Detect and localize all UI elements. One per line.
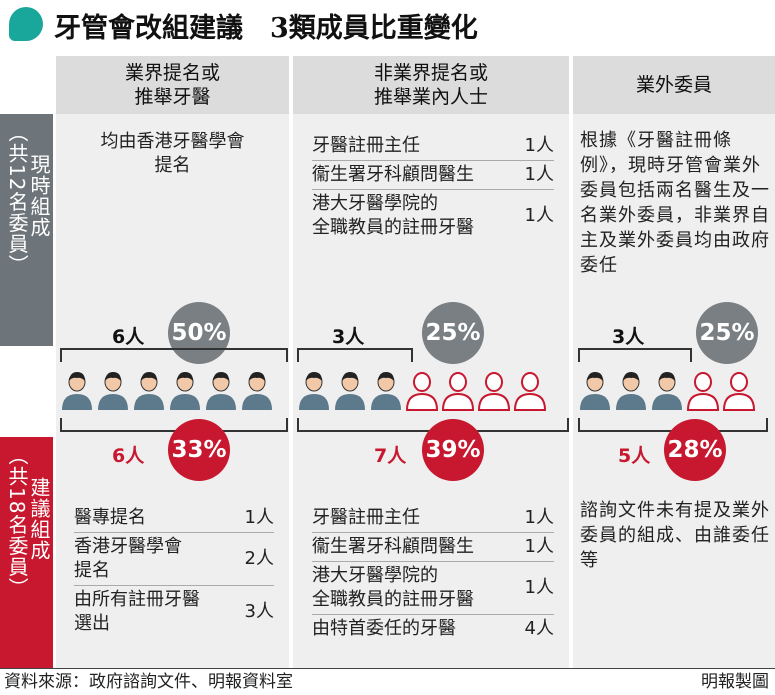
side-label-proposed-count: （共18名委員）: [5, 445, 29, 599]
role-name: 衞生署牙科顧問醫生: [312, 536, 474, 557]
role-row: 香港牙醫學會 提名 2人: [74, 533, 274, 586]
role-count: 1人: [524, 135, 554, 156]
current-nonindustry-roles: 牙醫註冊主任 1人 衞生署牙科顧問醫生 1人 港大牙醫學院的 全職教員的註冊牙醫…: [312, 132, 554, 242]
proposed-count-lay: 5人: [618, 445, 651, 467]
side-label-proposed: 建議組成 （共18名委員）: [0, 437, 53, 668]
person-outline-icon: [513, 372, 547, 411]
current-industry-text: 均由香港牙醫學會 提名: [100, 131, 245, 176]
role-row: 港大牙醫學院的 全職教員的註冊牙醫 1人: [312, 562, 554, 615]
role-row: 牙醫註冊主任 1人: [312, 132, 554, 161]
role-row: 衞生署牙科顧問醫生 1人: [312, 161, 554, 190]
page-title: 牙管會改組建議 3類成員比重變化: [54, 13, 478, 44]
role-name: 由所有註冊牙醫 選出: [74, 589, 200, 634]
role-count: 1人: [524, 205, 554, 226]
person-icon: [371, 372, 401, 410]
role-name: 醫專提名: [74, 507, 146, 528]
role-count: 4人: [524, 618, 554, 639]
proposed-lay-text: 諮詢文件未有提及業外委員的組成、由誰委任等: [580, 500, 770, 571]
role-count: 1人: [244, 507, 274, 528]
current-count-lay: 3人: [612, 326, 645, 348]
proposed-industry-roles: 醫專提名 1人 香港牙醫學會 提名 2人 由所有註冊牙醫 選出 3人: [74, 504, 274, 638]
person-icon: [62, 372, 92, 410]
role-row: 由所有註冊牙醫 選出 3人: [74, 586, 274, 638]
person-icon: [616, 372, 646, 410]
role-count: 1人: [524, 536, 554, 557]
source-note: 資料來源：政府諮詢文件、明報資料室: [4, 672, 293, 692]
person-icon: [335, 372, 365, 410]
role-name: 牙醫註冊主任: [312, 135, 420, 156]
person-icon: [299, 372, 329, 410]
proposed-nonindustry-roles: 牙醫註冊主任 1人 衞生署牙科顧問醫生 1人 港大牙醫學院的 全職教員的註冊牙醫…: [312, 504, 554, 643]
side-label-current-title: 現時組成: [27, 154, 51, 238]
current-count-industry: 6人: [112, 326, 145, 348]
person-icon: [652, 372, 682, 410]
person-icon: [98, 372, 128, 410]
current-percent-nonindustry: 25%: [422, 302, 484, 364]
role-row: 由特首委任的牙醫 4人: [312, 615, 554, 643]
person-icon: [206, 372, 236, 410]
people-row: [56, 370, 775, 416]
column-header-nonindustry: 非業界提名或 推舉業內人士: [293, 56, 569, 114]
speech-bubble-icon: [9, 7, 43, 41]
person-outline-icon: [477, 372, 511, 411]
person-icon: [134, 372, 164, 410]
title-bar: [0, 0, 775, 52]
role-row: 牙醫註冊主任 1人: [312, 504, 554, 533]
column-header-industry: 業界提名或 推舉牙醫: [56, 56, 289, 114]
credit-note: 明報製圖: [701, 672, 769, 692]
proposed-count-industry: 6人: [112, 445, 145, 467]
side-label-proposed-title: 建議組成: [27, 477, 51, 561]
bracket-current-industry: [60, 348, 288, 362]
role-row: 醫專提名 1人: [74, 504, 274, 533]
role-name: 香港牙醫學會 提名: [74, 536, 182, 581]
role-count: 2人: [244, 548, 274, 569]
person-icon: [580, 372, 610, 410]
column-header-lay: 業外委員: [573, 56, 775, 114]
role-name: 港大牙醫學院的 全職教員的註冊牙醫: [312, 193, 474, 238]
proposed-percent-lay: 28%: [664, 419, 726, 481]
role-name: 由特首委任的牙醫: [312, 618, 456, 639]
role-count: 1人: [524, 507, 554, 528]
nonindustry-column-bg: [293, 114, 569, 668]
role-count: 1人: [524, 577, 554, 598]
person-icon: [170, 372, 200, 410]
role-count: 3人: [244, 601, 274, 622]
industry-column-bg: [56, 114, 289, 668]
person-outline-icon: [405, 372, 439, 411]
person-outline-icon: [722, 372, 756, 411]
people-icons: [56, 370, 775, 416]
role-row: 衞生署牙科顧問醫生 1人: [312, 533, 554, 562]
bracket-current-nonindustry: [297, 348, 413, 362]
bracket-current-lay: [578, 348, 692, 362]
person-outline-icon: [441, 372, 475, 411]
role-name: 港大牙醫學院的 全職教員的註冊牙醫: [312, 565, 474, 610]
role-count: 1人: [524, 164, 554, 185]
person-icon: [242, 372, 272, 410]
current-percent-lay: 25%: [696, 302, 758, 364]
footer: 資料來源：政府諮詢文件、明報資料室 明報製圖: [0, 668, 775, 695]
side-label-current-count: （共12名委員）: [5, 122, 29, 276]
current-percent-industry: 50%: [168, 302, 230, 364]
role-name: 牙醫註冊主任: [312, 507, 420, 528]
proposed-percent-nonindustry: 39%: [422, 419, 484, 481]
proposed-count-nonindustry: 7人: [374, 445, 407, 467]
current-count-nonindustry: 3人: [332, 326, 365, 348]
person-outline-icon: [686, 372, 720, 411]
role-name: 衞生署牙科顧問醫生: [312, 164, 474, 185]
side-label-current: 現時組成 （共12名委員）: [0, 114, 53, 346]
proposed-percent-industry: 33%: [168, 419, 230, 481]
current-lay-text: 根據《牙醫註冊條例》，現時牙管會業外委員包括兩名醫生及一名業外委員，非業界自主及…: [580, 130, 770, 276]
role-row: 港大牙醫學院的 全職教員的註冊牙醫 1人: [312, 190, 554, 242]
